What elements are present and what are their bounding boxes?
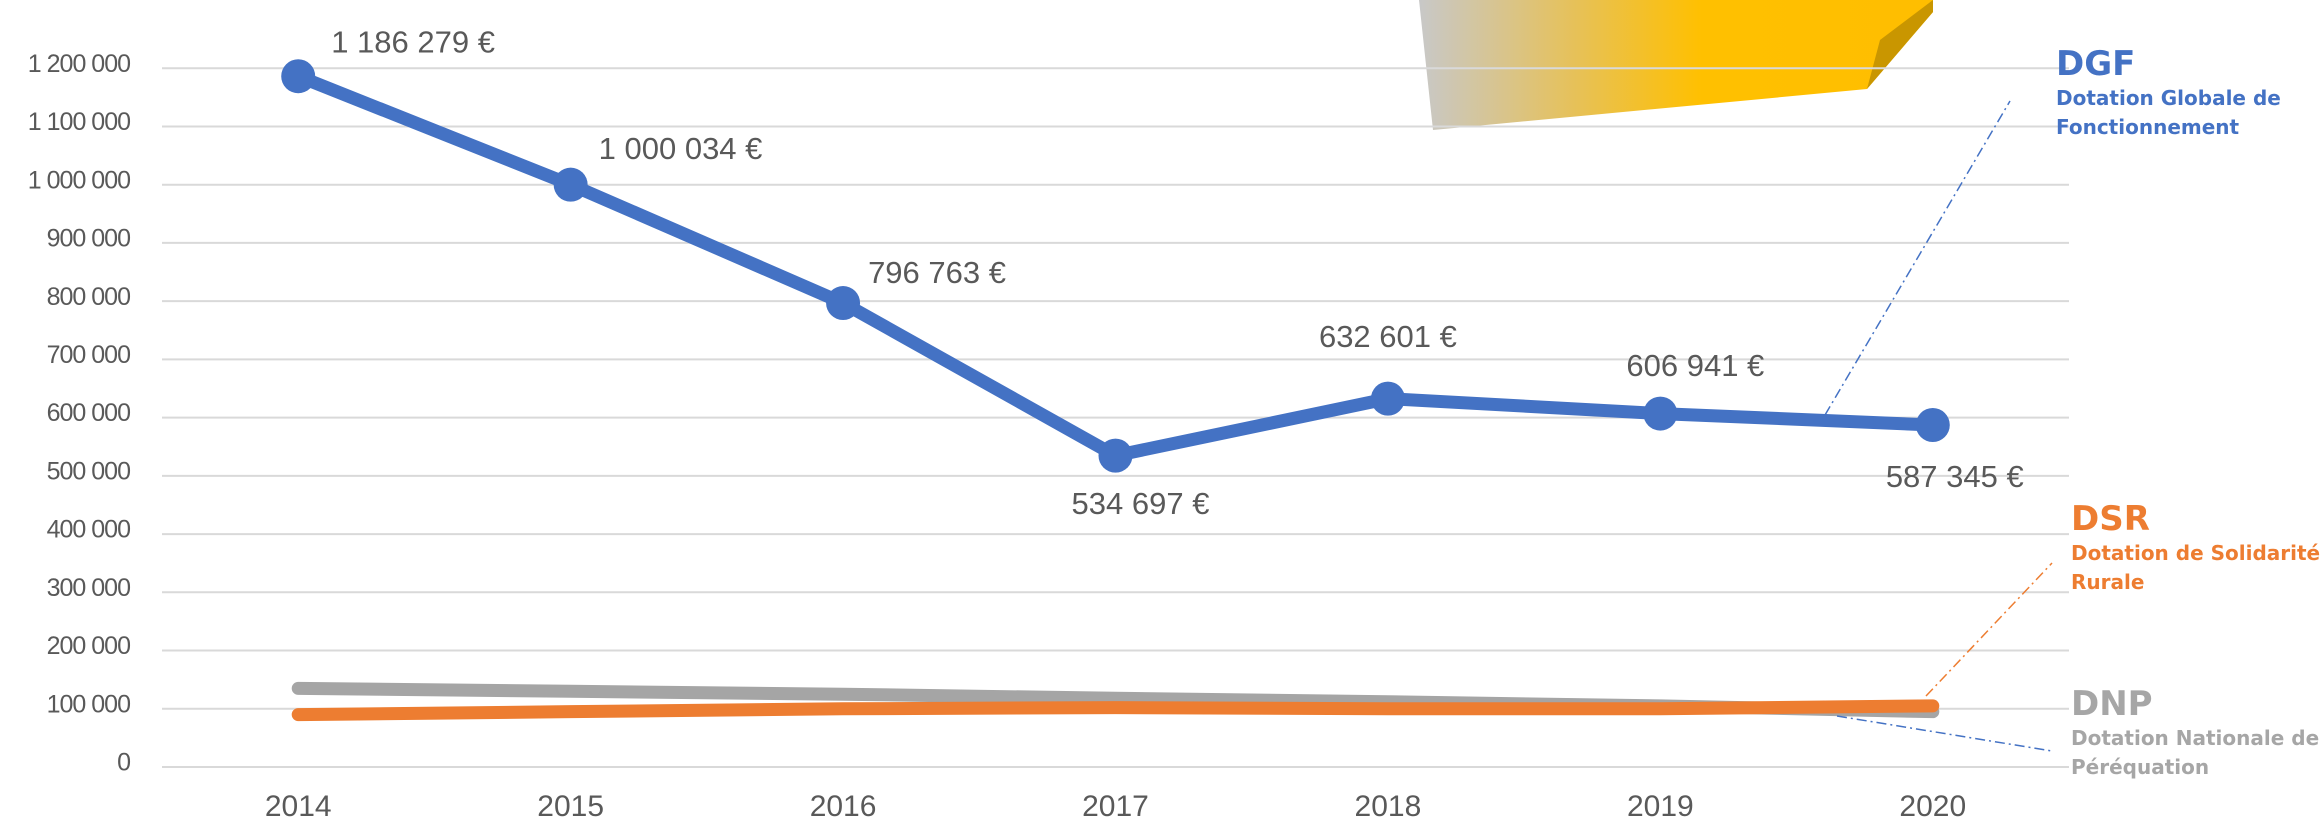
legend-dgf: DGF Dotation Globale de Fonctionnement (2056, 44, 2306, 142)
legend-description: Dotation Nationale de Péréquation (2071, 726, 2320, 779)
y-tick-label: 400 000 (47, 516, 130, 544)
data-label: 1 186 279 € (331, 24, 495, 59)
marker (1098, 438, 1133, 473)
decor-shape-side (1867, 0, 1933, 89)
legend-name: DGF (2056, 44, 2136, 84)
x-tick-label: 2014 (265, 790, 332, 823)
y-tick-label: 900 000 (47, 225, 130, 253)
y-tick-label: 600 000 (47, 399, 130, 427)
y-tick-label: 500 000 (47, 457, 130, 485)
data-label: 606 941 € (1626, 348, 1764, 383)
marker (281, 59, 316, 94)
data-label: 587 345 € (1886, 459, 2024, 494)
x-tick-label: 2018 (1355, 790, 1422, 823)
marker (1370, 381, 1405, 416)
legend-description: Dotation Globale de Fonctionnement (2056, 86, 2281, 139)
legend-name: DNP (2071, 684, 2153, 724)
data-label: 1 000 034 € (599, 131, 763, 166)
legend-dsr: DSR Dotation de Solidarité Rurale (2071, 499, 2321, 597)
leader-line (1925, 562, 2053, 697)
y-tick-label: 700 000 (47, 341, 130, 369)
x-tick-label: 2019 (1627, 790, 1694, 823)
series-line (291, 69, 1940, 463)
y-tick-label: 1 000 000 (28, 166, 130, 194)
x-tick-label: 2017 (1082, 790, 1149, 823)
legend-dnp: DNP Dotation Nationale de Péréquation (2071, 684, 2321, 782)
marker (1915, 407, 1950, 442)
legend-description: Dotation de Solidarité Rurale (2071, 541, 2321, 594)
y-tick-label: 800 000 (47, 283, 130, 311)
y-tick-label: 0 (117, 749, 130, 777)
legend-name: DSR (2071, 499, 2150, 539)
y-tick-label: 1 100 000 (28, 108, 130, 136)
marker (1643, 396, 1678, 431)
data-label: 796 763 € (868, 255, 1006, 290)
marker (553, 167, 588, 202)
x-tick-label: 2016 (810, 790, 877, 823)
y-tick-label: 100 000 (47, 690, 130, 718)
leader-line (1836, 715, 2053, 752)
y-tick-label: 1 200 000 (28, 50, 130, 78)
marker (826, 286, 861, 321)
data-label: 632 601 € (1319, 319, 1457, 354)
decor-shape (1419, 0, 1933, 130)
x-tick-label: 2020 (1899, 790, 1966, 823)
data-label: 534 697 € (1072, 486, 1210, 521)
y-tick-label: 300 000 (47, 574, 130, 602)
x-tick-label: 2015 (537, 790, 604, 823)
y-tick-label: 200 000 (47, 632, 130, 660)
series-line (291, 699, 1940, 722)
leader-line (1824, 100, 2011, 416)
